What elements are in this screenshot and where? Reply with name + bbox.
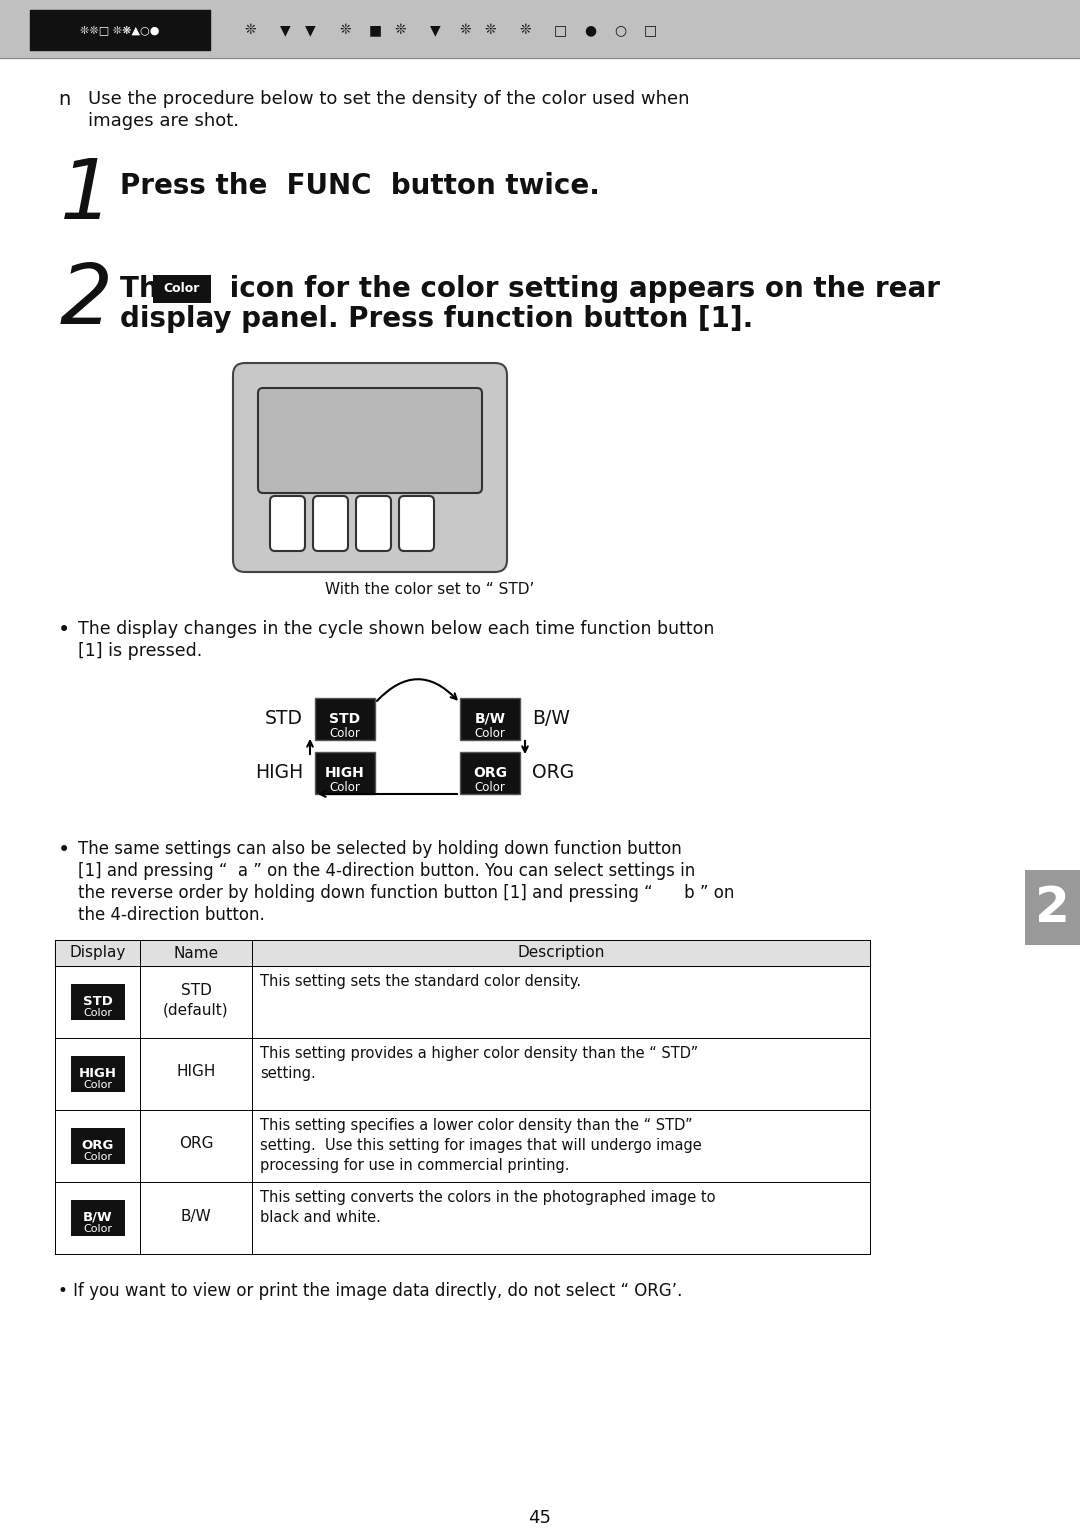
FancyBboxPatch shape (399, 496, 434, 551)
Text: Color: Color (329, 727, 361, 740)
Text: Color: Color (474, 780, 505, 794)
Text: HIGH: HIGH (325, 766, 365, 780)
Text: HIGH: HIGH (255, 763, 303, 782)
Text: ORG: ORG (81, 1140, 113, 1152)
Text: 2: 2 (60, 260, 113, 341)
FancyBboxPatch shape (233, 362, 507, 571)
Text: B/W: B/W (180, 1209, 212, 1224)
Text: ❊: ❊ (519, 23, 530, 37)
Text: ❊: ❊ (459, 23, 471, 37)
Text: Display: Display (69, 946, 125, 960)
Text: ■: ■ (368, 23, 381, 37)
Text: Description: Description (517, 946, 605, 960)
Text: HIGH: HIGH (176, 1064, 216, 1080)
Text: B/W: B/W (532, 710, 570, 728)
Text: ●: ● (584, 23, 596, 37)
Text: 2: 2 (1035, 883, 1070, 931)
Text: Name: Name (174, 946, 218, 960)
FancyBboxPatch shape (70, 1057, 124, 1092)
Text: 45: 45 (528, 1508, 552, 1527)
Text: •: • (58, 840, 70, 860)
Text: ❊: ❊ (244, 23, 256, 37)
Text: icon for the color setting appears on the rear: icon for the color setting appears on th… (220, 275, 940, 303)
Text: B/W: B/W (474, 713, 505, 727)
Text: ▼: ▼ (305, 23, 315, 37)
FancyBboxPatch shape (258, 389, 482, 493)
FancyBboxPatch shape (153, 275, 211, 303)
Text: Color: Color (83, 1008, 112, 1018)
Text: STD: STD (329, 713, 361, 727)
Text: ▼: ▼ (280, 23, 291, 37)
Text: This setting converts the colors in the photographed image to
black and white.: This setting converts the colors in the … (260, 1190, 715, 1224)
Text: [1] and pressing “  a ” on the 4-direction button. You can select settings in: [1] and pressing “ a ” on the 4-directio… (78, 862, 696, 880)
Text: ORG: ORG (179, 1137, 213, 1152)
FancyBboxPatch shape (315, 697, 375, 740)
FancyBboxPatch shape (315, 753, 375, 794)
Text: This setting provides a higher color density than the “ STD”
setting.: This setting provides a higher color den… (260, 1046, 699, 1081)
FancyBboxPatch shape (460, 753, 519, 794)
Text: This setting specifies a lower color density than the “ STD”
setting.  Use this : This setting specifies a lower color den… (260, 1118, 702, 1172)
Text: ORG: ORG (473, 766, 507, 780)
Text: 1: 1 (60, 155, 113, 237)
Text: n: n (58, 91, 70, 109)
Text: ❊: ❊ (394, 23, 406, 37)
Text: With the color set to “ STD’: With the color set to “ STD’ (325, 582, 535, 598)
Text: Use the procedure below to set the density of the color used when: Use the procedure below to set the densi… (87, 91, 689, 108)
Text: The display changes in the cycle shown below each time function button: The display changes in the cycle shown b… (78, 621, 714, 637)
Text: □: □ (644, 23, 657, 37)
Text: STD
(default): STD (default) (163, 983, 229, 1017)
FancyBboxPatch shape (70, 1127, 124, 1164)
Text: Color: Color (83, 1224, 112, 1233)
Text: HIGH: HIGH (79, 1068, 117, 1080)
FancyBboxPatch shape (1025, 869, 1080, 945)
FancyBboxPatch shape (356, 496, 391, 551)
Text: Color: Color (329, 780, 361, 794)
FancyBboxPatch shape (70, 1200, 124, 1236)
Text: [1] is pressed.: [1] is pressed. (78, 642, 202, 660)
Text: The: The (120, 275, 187, 303)
Text: Color: Color (83, 1080, 112, 1091)
Text: the 4-direction button.: the 4-direction button. (78, 906, 265, 925)
Text: ❊❊□ ❊❋▲○●: ❊❊□ ❊❋▲○● (80, 25, 160, 35)
Text: ○: ○ (613, 23, 626, 37)
FancyBboxPatch shape (70, 985, 124, 1020)
Text: the reverse order by holding down function button [1] and pressing “      b ” on: the reverse order by holding down functi… (78, 885, 734, 902)
Text: ORG: ORG (532, 763, 575, 782)
Text: The same settings can also be selected by holding down function button: The same settings can also be selected b… (78, 840, 681, 859)
Text: □: □ (553, 23, 567, 37)
Text: •: • (58, 621, 70, 641)
Text: images are shot.: images are shot. (87, 112, 239, 131)
Text: ❊: ❊ (484, 23, 496, 37)
FancyBboxPatch shape (460, 697, 519, 740)
Text: • If you want to view or print the image data directly, do not select “ ORG’.: • If you want to view or print the image… (58, 1283, 683, 1299)
Text: ❊: ❊ (339, 23, 351, 37)
Text: Press the  FUNC  button twice.: Press the FUNC button twice. (120, 172, 599, 200)
Text: Color: Color (164, 281, 200, 295)
Text: STD: STD (265, 710, 303, 728)
Text: Color: Color (83, 1152, 112, 1163)
Text: Color: Color (474, 727, 505, 740)
FancyBboxPatch shape (270, 496, 305, 551)
Text: B/W: B/W (83, 1210, 112, 1224)
Text: display panel. Press function button [1].: display panel. Press function button [1]… (120, 306, 753, 333)
Text: STD: STD (82, 995, 112, 1008)
Text: This setting sets the standard color density.: This setting sets the standard color den… (260, 974, 581, 989)
FancyBboxPatch shape (313, 496, 348, 551)
Text: ▼: ▼ (430, 23, 441, 37)
